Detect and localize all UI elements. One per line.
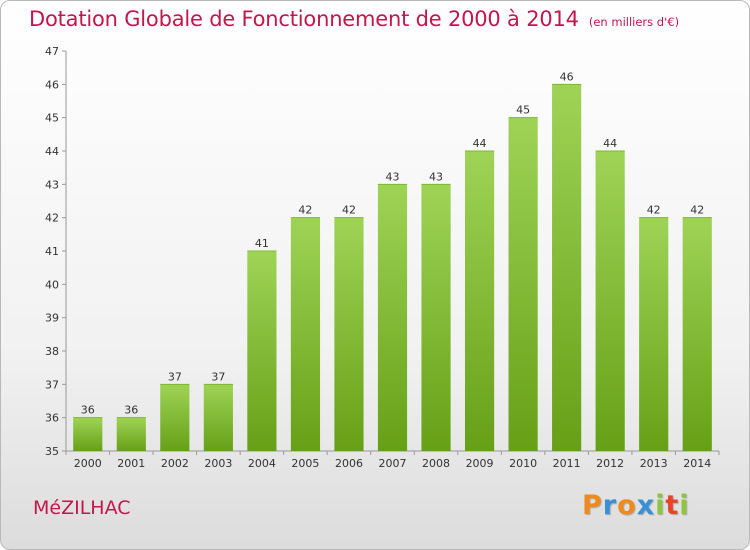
x-tick-label: 2010: [509, 457, 537, 470]
value-label: 41: [255, 237, 269, 250]
x-tick-label: 2012: [596, 457, 624, 470]
bar-2013: [639, 217, 669, 451]
x-tick-label: 2000: [74, 457, 102, 470]
logo-letter: o: [617, 490, 637, 521]
labels: 36 2000 36 2001 37 2002 37 2003 41 2004 42 2005 42 20…: [74, 70, 711, 470]
x-tick-label: 2011: [553, 457, 581, 470]
logo-letter: i: [655, 490, 666, 521]
x-tick-label: 2001: [117, 457, 145, 470]
x-tick-label: 2005: [291, 457, 319, 470]
y-tick-label: 36: [45, 412, 59, 425]
value-label: 42: [298, 204, 312, 217]
bar-2002: [160, 384, 190, 451]
x-tick-label: 2003: [204, 457, 232, 470]
x-tick-label: 2009: [466, 457, 494, 470]
y-tick-label: 41: [45, 245, 59, 258]
bar-2004: [247, 251, 277, 451]
y-tick-label: 47: [45, 45, 59, 58]
x-tick-label: 2007: [379, 457, 407, 470]
value-label: 37: [211, 370, 225, 383]
y-tick-label: 46: [45, 78, 59, 91]
bar-2003: [203, 384, 233, 451]
bar-2008: [421, 184, 451, 452]
y-tick-label: 35: [45, 445, 59, 458]
logo-letter: i: [679, 490, 690, 521]
axes: 35 36 37 38 39 40 41 42 43 44 45 46 47: [45, 45, 720, 458]
value-label: 42: [647, 204, 661, 217]
value-label: 44: [603, 137, 617, 150]
x-tick-label: 2004: [248, 457, 276, 470]
y-tick-label: 44: [45, 145, 59, 158]
bar-2009: [464, 151, 495, 451]
bar-2010: [508, 117, 538, 452]
y-tick-label: 40: [45, 278, 59, 291]
y-tick-label: 39: [45, 312, 59, 325]
x-tick-label: 2008: [422, 457, 450, 470]
value-label: 42: [690, 204, 704, 217]
value-label: 36: [81, 404, 95, 417]
chart-title: Dotation Globale de Fonctionnement de 20…: [29, 7, 679, 31]
y-tick-label: 42: [45, 212, 59, 225]
logo-letter: t: [665, 490, 680, 521]
x-tick-label: 2014: [683, 457, 711, 470]
bar-2000: [73, 417, 103, 451]
bar-2006: [334, 217, 364, 451]
chart-title-text: Dotation Globale de Fonctionnement de 20…: [29, 7, 579, 31]
value-label: 45: [516, 104, 530, 117]
x-tick-label: 2006: [335, 457, 363, 470]
x-tick-label: 2013: [640, 457, 668, 470]
bar-2011: [552, 84, 582, 451]
value-label: 37: [168, 370, 182, 383]
y-tick-label: 43: [45, 178, 59, 191]
value-label: 42: [342, 204, 356, 217]
logo-letter: x: [636, 490, 656, 521]
bar-2012: [595, 151, 625, 451]
logo-letter: r: [602, 490, 618, 521]
x-tick-label: 2002: [161, 457, 189, 470]
y-tick-label: 37: [45, 378, 59, 391]
proxiti-logo[interactable]: Proxiti: [582, 490, 690, 521]
value-label: 46: [560, 70, 574, 83]
chart-subtitle: (en milliers d'€): [588, 15, 680, 29]
value-label: 36: [124, 404, 138, 417]
y-tick-label: 38: [45, 345, 59, 358]
bar-2005: [290, 217, 321, 451]
bar-2014: [682, 217, 712, 451]
bars: [73, 83, 712, 452]
value-label: 44: [473, 137, 487, 150]
bar-2007: [377, 184, 408, 452]
logo-letter: P: [582, 490, 603, 521]
y-tick-label: 45: [45, 112, 59, 125]
bar-2001: [116, 417, 146, 451]
value-label: 43: [429, 170, 443, 183]
value-label: 43: [386, 170, 400, 183]
commune-name: MéZILHAC: [33, 497, 131, 519]
